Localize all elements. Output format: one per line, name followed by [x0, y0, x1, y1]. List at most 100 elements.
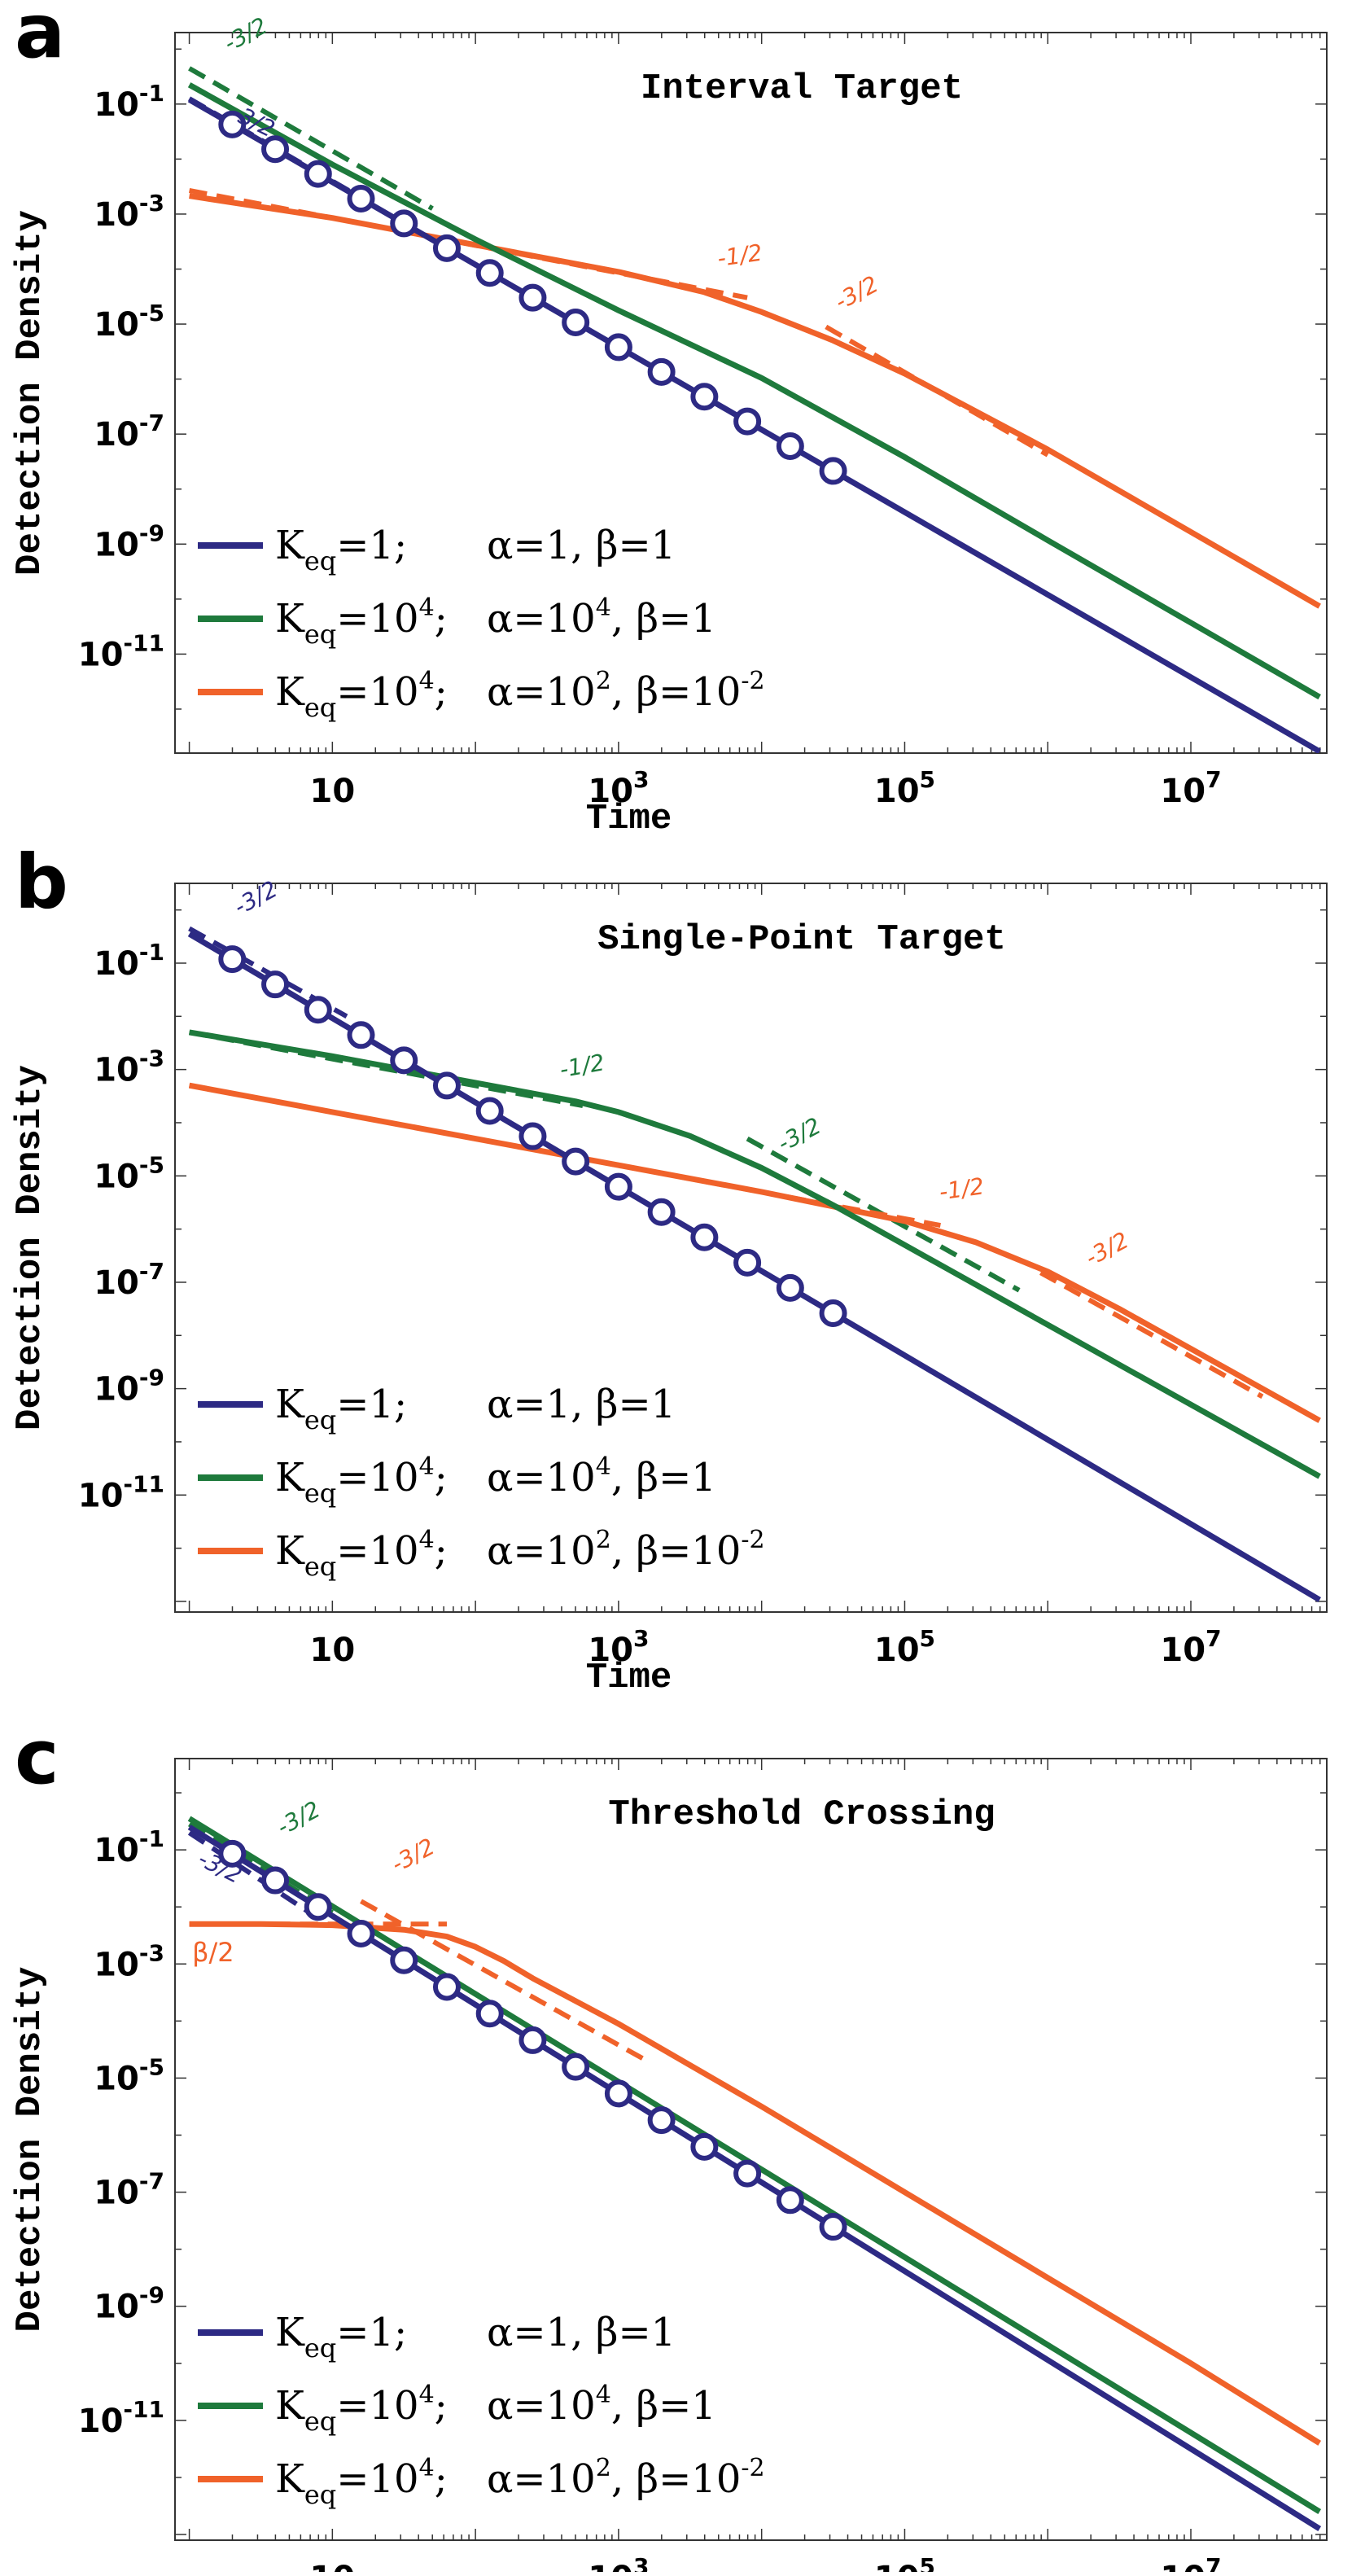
plot-frame	[174, 883, 1328, 1613]
data-marker	[518, 2026, 547, 2054]
x-axis-label: Time	[586, 1658, 672, 1698]
legend-params: α=104, β=1	[487, 1452, 716, 1500]
y-tick-label: 10-1	[94, 1825, 164, 1869]
y-tick-label: 10-5	[94, 2053, 164, 2097]
data-marker	[304, 996, 332, 1024]
asymptote-orange	[360, 1899, 649, 2064]
legend-params: α=1, β=1	[487, 523, 676, 568]
data-marker	[647, 357, 676, 386]
y-tick-label: 10-9	[94, 519, 164, 563]
data-marker	[562, 1147, 590, 1176]
legend-entry: Keq=1;	[275, 2310, 407, 2364]
slope-label: -3/2	[1081, 1227, 1133, 1272]
legend-params: α=104, β=1	[487, 2381, 716, 2429]
series-line-green	[187, 82, 1321, 700]
legend-entry: Keq=104;	[275, 1452, 448, 1509]
panel-label: a	[15, 0, 65, 75]
data-marker	[218, 1839, 247, 1868]
slope-label: -3/2	[220, 12, 272, 57]
slope-label: -3/2	[830, 270, 882, 315]
data-marker	[390, 209, 418, 238]
y-tick-label: 10-1	[94, 939, 164, 983]
legend-entry: Keq=104;	[275, 1526, 448, 1582]
panel-b: 10 103 105 107 10-1 10-3 10-5 10-7 10-9 10-11 Time…	[10, 839, 1328, 1698]
y-tick-label: 10-9	[94, 1365, 164, 1408]
x-tick-label: 107	[1160, 2553, 1221, 2572]
data-marker	[604, 333, 632, 361]
data-marker	[776, 432, 804, 461]
data-marker	[261, 1866, 290, 1895]
data-marker	[432, 1973, 461, 2001]
slope-label: -1/2	[558, 1049, 606, 1083]
panel-c: 1010310510710-110-310-510-710-910-11Time…	[10, 1714, 1328, 2576]
x-tick-label: 103	[588, 766, 649, 810]
data-marker	[733, 1248, 762, 1277]
data-marker	[304, 1893, 332, 1921]
y-axis-label: Detection Density	[10, 1967, 50, 2333]
data-marker	[475, 259, 504, 287]
data-marker	[819, 1299, 847, 1327]
x-tick-label: 10	[310, 773, 356, 810]
plot-frame	[174, 1758, 1328, 2541]
data-marker	[218, 110, 247, 138]
legend-entry: Keq=1;	[275, 1382, 407, 1435]
x-tick-label: 105	[874, 1625, 935, 1669]
y-tick-label: 10-7	[94, 2168, 164, 2212]
x-axis-label: Time	[586, 799, 672, 839]
y-tick-label: 10-7	[94, 1258, 164, 1302]
y-tick-label: 10-5	[94, 1151, 164, 1195]
legend-entry: Keq=1;	[275, 523, 407, 576]
slope-label: -3/2	[230, 875, 282, 920]
panel-label: b	[15, 839, 68, 926]
data-marker	[475, 2000, 504, 2028]
asymptote-orange	[1039, 1270, 1264, 1400]
slope-label: -3/2	[273, 1796, 325, 1841]
y-tick-label: 10-7	[94, 410, 164, 453]
data-marker	[518, 1122, 547, 1150]
slope-label: β/2	[192, 1937, 234, 1968]
slope-label: -1/2	[715, 239, 764, 272]
data-marker	[819, 457, 847, 485]
data-marker	[390, 1046, 418, 1075]
y-axis-label: Detection Density	[10, 210, 50, 576]
data-marker	[432, 234, 461, 262]
chart-title: Single-Point Target	[597, 919, 1006, 960]
plot-area	[187, 926, 1321, 1603]
x-tick-label: 105	[874, 766, 935, 810]
x-tick-label: 103	[588, 1625, 649, 1669]
x-tick-label: 10	[310, 2560, 356, 2572]
panel-label: c	[15, 1714, 59, 1801]
chart-title: Interval Target	[641, 68, 963, 109]
data-marker	[690, 2132, 719, 2161]
data-marker	[733, 2159, 762, 2188]
data-marker	[776, 1273, 804, 1302]
y-tick-label: 10-5	[94, 300, 164, 344]
y-tick-label: 10-3	[94, 1045, 164, 1089]
plot-area	[187, 1816, 1322, 2531]
data-marker	[390, 1946, 418, 1974]
legend-entry: Keq=104;	[275, 594, 448, 650]
legend-entry: Keq=104;	[275, 2381, 448, 2437]
data-marker	[776, 2186, 804, 2215]
series-line-orange	[188, 1082, 1321, 1423]
data-marker	[347, 185, 375, 213]
y-tick-label: 10-11	[78, 2396, 164, 2440]
data-marker	[604, 1172, 632, 1201]
legend-params: α=1, β=1	[487, 1382, 676, 1427]
x-tick-label: 107	[1160, 1625, 1221, 1669]
data-marker	[562, 2052, 590, 2081]
data-marker	[690, 1223, 719, 1251]
data-marker	[261, 135, 290, 164]
data-marker	[647, 2106, 676, 2135]
panel-a: 10 103 105 107 10-1 10-3 10-5 10-7 10-9 10-11 Time…	[10, 0, 1328, 839]
legend-params: α=102, β=10-2	[487, 1526, 765, 1574]
legend-params: α=1, β=1	[487, 2310, 676, 2355]
data-marker	[690, 383, 719, 411]
data-marker	[819, 2213, 847, 2241]
data-marker	[562, 309, 590, 337]
data-marker	[347, 1021, 375, 1049]
data-marker	[218, 945, 247, 974]
plot-area	[187, 66, 1321, 753]
y-axis-label: Detection Density	[10, 1065, 50, 1430]
x-tick-label: 105	[874, 2553, 935, 2572]
